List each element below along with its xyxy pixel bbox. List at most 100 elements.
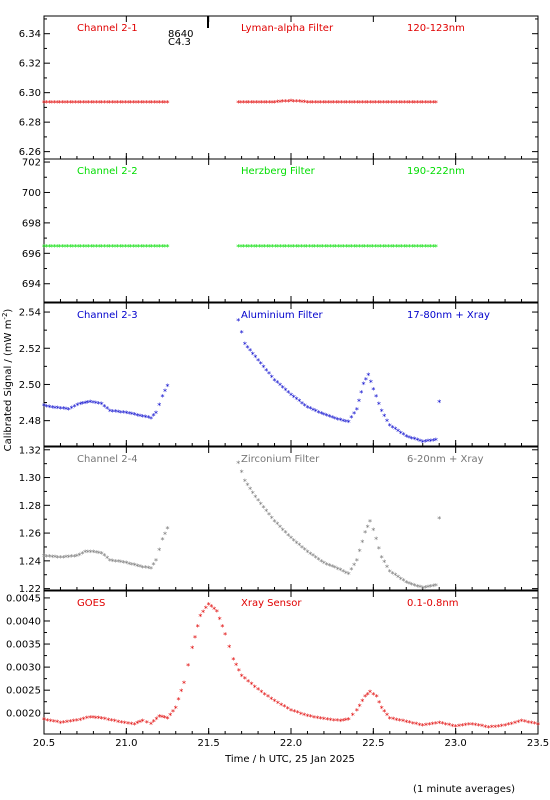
data-point: * (330, 414, 334, 423)
panel-label-1: Channel 2-4 (77, 454, 138, 465)
data-point: * (410, 435, 414, 444)
data-point: * (160, 714, 164, 723)
data-point: * (382, 708, 386, 717)
data-point: * (352, 561, 356, 570)
data-point: * (135, 412, 139, 421)
data-point: * (135, 562, 139, 571)
panel-label-3: 0.1-0.8nm (407, 598, 459, 609)
y-tick-label: 1.32 (19, 445, 41, 456)
data-point: * (133, 562, 137, 571)
data-point: * (417, 721, 421, 730)
data-point: * (100, 550, 104, 559)
data-point: * (303, 546, 307, 555)
data-point: * (141, 718, 145, 727)
panel-label-2: Herzberg Filter (241, 166, 316, 177)
y-tick-label: 0.0035 (6, 640, 41, 651)
data-point: * (262, 504, 266, 513)
data-point: * (321, 99, 325, 108)
data-point: * (483, 723, 487, 732)
data-point: * (319, 715, 323, 724)
data-point: * (321, 243, 325, 252)
data-point: * (253, 354, 257, 363)
data-point: * (358, 99, 362, 108)
data-point: * (42, 402, 46, 411)
data-point: * (78, 716, 82, 725)
data-point: * (246, 482, 250, 491)
data-point: * (363, 693, 367, 702)
data-point: * (150, 243, 154, 252)
data-point: * (311, 99, 315, 108)
data-point: * (355, 557, 359, 566)
data-point: * (289, 98, 293, 107)
panel-label-1: Channel 2-2 (77, 166, 138, 177)
data-point: * (392, 243, 396, 252)
y-tick-label: 702 (22, 158, 41, 169)
data-point: * (338, 718, 342, 727)
data-point: * (360, 698, 364, 707)
data-point: * (58, 405, 62, 414)
y-tick-label: 700 (22, 188, 41, 199)
data-point: * (393, 426, 397, 435)
data-point: * (220, 623, 224, 632)
data-point: * (431, 437, 435, 446)
data-point: * (413, 243, 417, 252)
data-point: * (242, 243, 246, 252)
data-point: * (294, 539, 298, 548)
data-point: * (201, 609, 205, 618)
data-point: * (418, 437, 422, 446)
data-point: * (50, 243, 54, 252)
data-point: * (121, 243, 125, 252)
data-point: * (434, 582, 438, 591)
data-point: * (94, 399, 98, 408)
data-point: * (144, 243, 148, 252)
data-point: * (500, 723, 504, 732)
data-point: * (45, 99, 49, 108)
data-point: * (387, 99, 391, 108)
data-point: * (413, 436, 417, 445)
data-point: * (398, 717, 402, 726)
data-point: * (155, 99, 159, 108)
panel-label-3: 6-20nm + Xray (407, 454, 484, 465)
data-point: * (358, 243, 362, 252)
data-point: * (349, 414, 353, 423)
data-point: * (135, 720, 139, 729)
data-point: * (490, 724, 494, 733)
data-point: * (68, 243, 72, 252)
data-point: * (415, 243, 419, 252)
x-tick-label: 21.0 (115, 738, 137, 749)
data-point: * (384, 99, 388, 108)
data-point: * (380, 554, 384, 563)
data-point: * (155, 715, 159, 724)
data-point: * (236, 460, 240, 469)
data-point: * (324, 99, 328, 108)
data-point: * (470, 721, 474, 730)
data-point: * (161, 536, 165, 545)
y-tick-label: 6.30 (19, 88, 41, 99)
data-point: * (325, 412, 329, 421)
data-point: * (116, 718, 120, 727)
data-point: * (246, 678, 250, 687)
data-point: * (361, 380, 365, 389)
data-point: * (279, 701, 283, 710)
data-point: * (204, 605, 208, 614)
data-point: * (154, 557, 158, 566)
data-point: * (72, 403, 76, 412)
data-point: * (252, 243, 256, 252)
data-point: * (248, 347, 252, 356)
data-point: * (190, 645, 194, 654)
data-point: * (308, 99, 312, 108)
data-point: * (434, 720, 438, 729)
data-point: * (251, 489, 255, 498)
data-point: * (319, 99, 323, 108)
panel-label-2: Lyman-alpha Filter (241, 23, 334, 34)
data-point: * (105, 405, 109, 414)
data-point: * (318, 243, 322, 252)
y-axis-title-end: ) (3, 309, 14, 313)
data-point: * (380, 705, 384, 714)
panel-label-1: Channel 2-3 (77, 310, 138, 321)
panel-frame (43, 302, 539, 447)
data-point: * (105, 99, 109, 108)
data-point: * (371, 99, 375, 108)
data-point: * (331, 243, 335, 252)
data-point: * (89, 99, 93, 108)
